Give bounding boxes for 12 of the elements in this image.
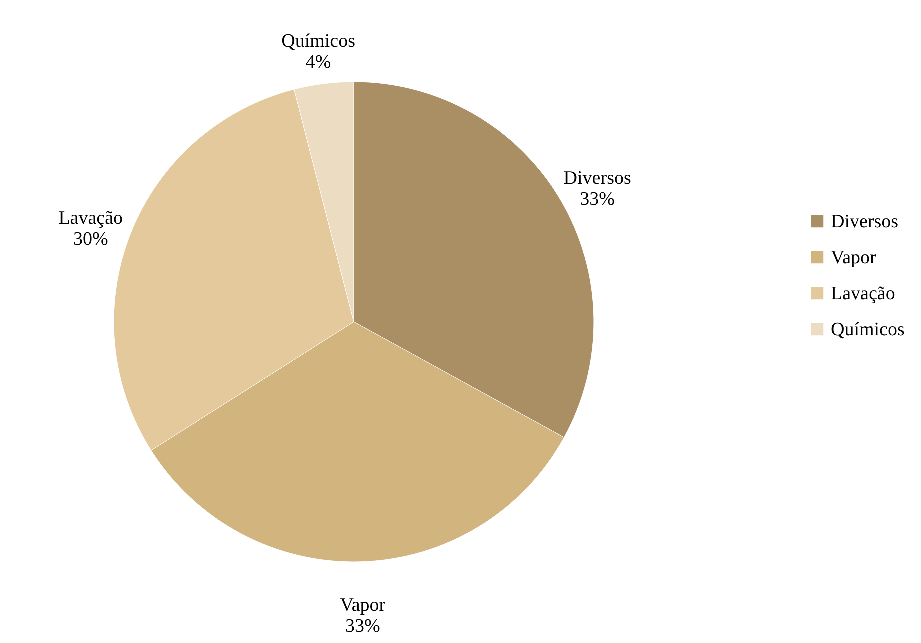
data-label: 4% — [306, 52, 332, 74]
slice-label: Químicos — [282, 31, 356, 52]
slice-label: Diversos — [564, 168, 632, 189]
legend-label: Lavação — [831, 284, 896, 304]
legend-label: Diversos — [831, 212, 899, 232]
slice-label: Vapor — [340, 594, 386, 616]
legend-label: Vapor — [831, 248, 878, 268]
data-label: 33% — [345, 616, 380, 637]
data-label: 33% — [580, 188, 616, 210]
data-label: 30% — [73, 228, 108, 250]
slice-label: Lavação — [58, 208, 124, 229]
legend-label: Químicos — [831, 320, 905, 340]
